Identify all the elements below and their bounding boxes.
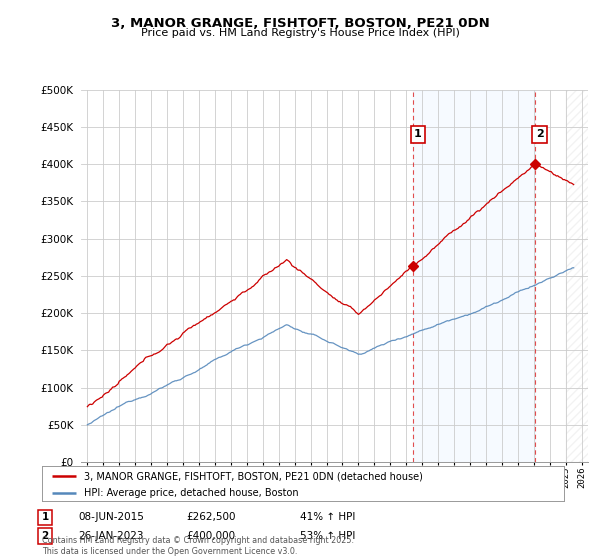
Text: 2: 2 [536, 129, 544, 139]
Bar [413, 90, 535, 462]
Text: Price paid vs. HM Land Registry's House Price Index (HPI): Price paid vs. HM Land Registry's House … [140, 28, 460, 38]
Text: 3, MANOR GRANGE, FISHTOFT, BOSTON, PE21 0DN: 3, MANOR GRANGE, FISHTOFT, BOSTON, PE21 … [110, 17, 490, 30]
Text: £400,000: £400,000 [186, 531, 235, 541]
Text: Contains HM Land Registry data © Crown copyright and database right 2025.
This d: Contains HM Land Registry data © Crown c… [42, 536, 354, 556]
Text: 1: 1 [414, 129, 422, 139]
Text: 53% ↑ HPI: 53% ↑ HPI [300, 531, 355, 541]
Text: 41% ↑ HPI: 41% ↑ HPI [300, 512, 355, 522]
Text: HPI: Average price, detached house, Boston: HPI: Average price, detached house, Bost… [84, 488, 298, 497]
Text: 3, MANOR GRANGE, FISHTOFT, BOSTON, PE21 0DN (detached house): 3, MANOR GRANGE, FISHTOFT, BOSTON, PE21 … [84, 471, 422, 481]
Text: 08-JUN-2015: 08-JUN-2015 [78, 512, 144, 522]
Text: 26-JAN-2023: 26-JAN-2023 [78, 531, 143, 541]
Text: 1: 1 [41, 512, 49, 522]
Bar [566, 90, 590, 462]
Text: £262,500: £262,500 [186, 512, 235, 522]
Text: 2: 2 [41, 531, 49, 541]
